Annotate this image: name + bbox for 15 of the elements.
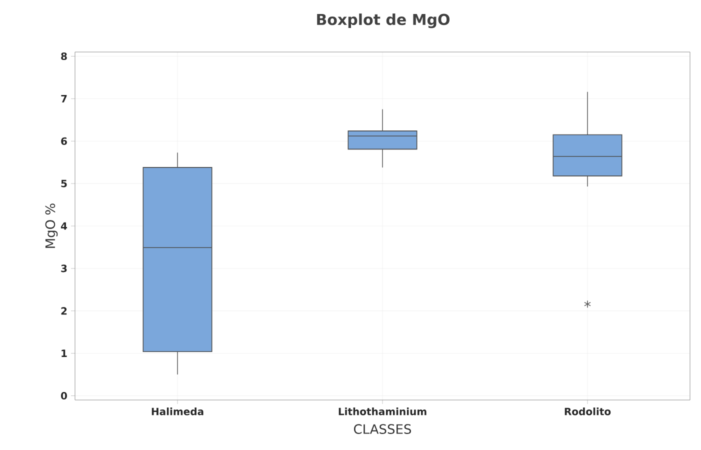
y-tick-label: 3 — [61, 264, 67, 272]
y-tick-label: 1 — [62, 350, 67, 357]
x-tick-label: Rodolito — [564, 408, 611, 416]
y-tick-label: 5 — [61, 180, 67, 188]
x-tick-label: Lithothaminium — [338, 408, 426, 416]
y-tick-label: 6 — [61, 137, 67, 145]
x-axis-title: CLASSES — [354, 424, 412, 434]
y-tick-label: 0 — [60, 392, 67, 400]
y-tick-label: 2 — [61, 307, 67, 315]
y-axis-title: MgO % — [45, 204, 58, 248]
y-tick-label: 7 — [61, 95, 67, 102]
y-tick-label: 8 — [61, 52, 67, 60]
x-tick-label: Halimeda — [152, 408, 204, 416]
y-tick-label: 4 — [60, 222, 68, 230]
chart-title: Boxplot de MgO — [317, 14, 450, 28]
